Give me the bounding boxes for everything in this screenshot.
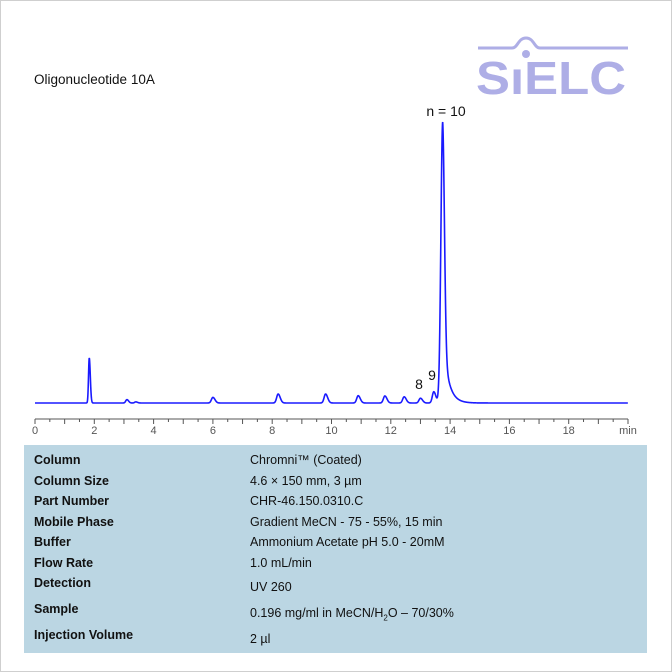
subscript: 2	[383, 613, 388, 623]
value: 2 µl	[250, 632, 271, 646]
peak-label: 9	[428, 367, 436, 383]
chart-title: Oligonucleotide 10A	[34, 72, 155, 87]
x-tick-label: 6	[210, 425, 216, 437]
peak-label: n = 10	[426, 103, 466, 119]
conditions-table: Column Chromni™ (Coated) Column Size 4.6 ×…	[24, 445, 647, 653]
sielc-logo: SıELC	[476, 36, 628, 102]
value-text: 0.196 mg/ml in MeCN/H	[250, 606, 384, 620]
x-tick-label: 18	[563, 425, 575, 437]
label: Injection Volume	[34, 628, 134, 642]
value: 0.196 mg/ml in MeCN/H2O – 70/30%	[250, 606, 454, 623]
value: Ammonium Acetate pH 5.0 - 20mM	[250, 535, 445, 549]
x-tick-label: 16	[503, 425, 515, 437]
label: Column Size	[34, 474, 110, 488]
value: CHR-46.150.0310.C	[250, 494, 364, 508]
svg-text:SıELC: SıELC	[476, 52, 626, 102]
value: 4.6 × 150 mm, 3 µm	[250, 474, 362, 488]
label: Column	[34, 453, 81, 467]
value: Chromni™ (Coated)	[250, 453, 362, 467]
x-tick-label: 8	[269, 425, 275, 437]
chromatogram-trace	[35, 121, 628, 404]
x-tick-label: 12	[385, 425, 397, 437]
label: Part Number	[34, 494, 110, 508]
value: 1.0 mL/min	[250, 556, 312, 570]
x-tick-label: 4	[151, 425, 157, 437]
x-axis-unit: min	[619, 425, 637, 437]
value: Gradient MeCN - 75 - 55%, 15 min	[250, 515, 443, 529]
label: Detection	[34, 576, 91, 590]
x-tick-label: 0	[32, 425, 38, 437]
label: Mobile Phase	[34, 515, 114, 529]
x-tick-label: 10	[325, 425, 337, 437]
label: Buffer	[34, 535, 71, 549]
peak-label: 8	[415, 376, 423, 392]
label: Flow Rate	[34, 556, 94, 570]
label: Sample	[34, 602, 79, 616]
value-text: O – 70/30%	[387, 606, 454, 620]
x-tick-label: 14	[444, 425, 456, 437]
x-tick-label: 2	[91, 425, 97, 437]
value: UV 260	[250, 580, 292, 594]
